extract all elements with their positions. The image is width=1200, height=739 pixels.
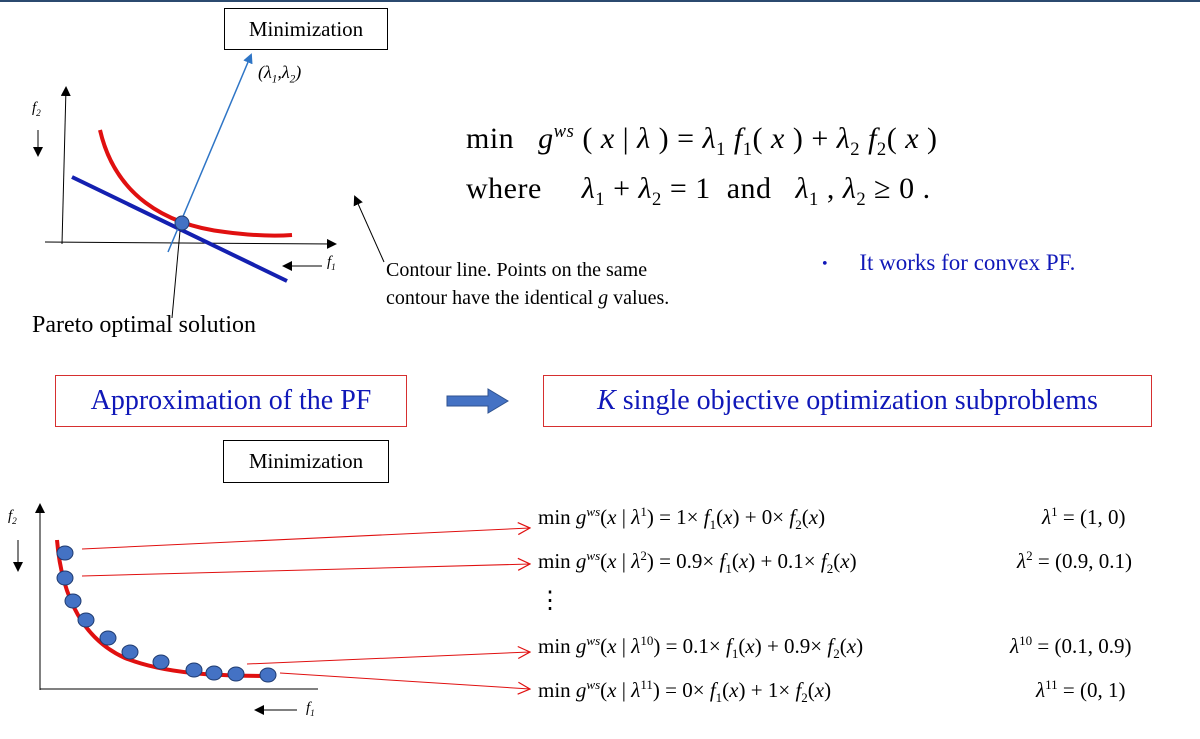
convex-pf-bullet: • It works for convex PF. bbox=[822, 250, 1075, 276]
top-y-axis bbox=[60, 86, 71, 245]
top-f2-label: f2 bbox=[32, 100, 41, 119]
pareto-pointer-line bbox=[171, 230, 181, 319]
pareto-point bbox=[56, 570, 74, 586]
contour-pointer-line bbox=[353, 195, 385, 263]
equation-row-2: min gws(x | λ2) = 0.9× f1(x) + 0.1× f2(x… bbox=[538, 548, 857, 577]
top-pareto-curve bbox=[98, 129, 293, 238]
pareto-point bbox=[227, 666, 245, 682]
pointer-line-1 bbox=[81, 528, 530, 550]
weight-row-2: λ2 = (0.9, 0.1) bbox=[1017, 548, 1132, 573]
pareto-point bbox=[64, 593, 82, 609]
weight-row-10: λ10 = (0.1, 0.9) bbox=[1010, 633, 1132, 658]
subproblems-box: K single objective optimization subprobl… bbox=[543, 375, 1152, 427]
pareto-point bbox=[205, 665, 223, 681]
top-weight-label: (λ1,λ2) bbox=[258, 62, 302, 86]
pointer-line-2 bbox=[81, 564, 530, 577]
top-border-line bbox=[0, 0, 1200, 2]
pareto-point bbox=[185, 662, 203, 678]
formula-line-2: where λ1 + λ2 = 1 and λ1 , λ2 ≥ 0 . bbox=[466, 172, 931, 210]
bullet-dot: • bbox=[822, 255, 828, 273]
big-right-arrow bbox=[446, 388, 509, 414]
pareto-point bbox=[121, 644, 139, 660]
weight-row-11: λ11 = (0, 1) bbox=[1036, 677, 1126, 702]
equation-row-1: min gws(x | λ1) = 1× f1(x) + 0× f2(x) bbox=[538, 504, 826, 533]
pareto-point bbox=[77, 612, 95, 628]
pareto-point bbox=[152, 654, 170, 670]
bullet-text: It works for convex PF. bbox=[859, 250, 1076, 275]
top-minimization-label: Minimization bbox=[224, 8, 388, 50]
pareto-point bbox=[259, 667, 277, 683]
formula-line-1: min gws ( x | λ ) = λ1 f1( x ) + λ2 f2( … bbox=[466, 121, 938, 160]
weight-row-1: λ1 = (1, 0) bbox=[1042, 504, 1126, 529]
equation-row-11: min gws(x | λ11) = 0× f1(x) + 1× f2(x) bbox=[538, 677, 832, 706]
equation-ellipsis: ⋮ bbox=[538, 588, 562, 614]
pareto-point bbox=[56, 545, 74, 561]
top-pareto-point bbox=[174, 215, 190, 231]
contour-description: Contour line. Points on the same contour… bbox=[386, 259, 670, 309]
bottom-f1-label: f1 bbox=[306, 700, 315, 719]
pareto-solution-label: Pareto optimal solution bbox=[32, 312, 256, 338]
approximation-box: Approximation of the PF bbox=[55, 375, 407, 427]
top-f1-label: f1 bbox=[327, 254, 336, 273]
pareto-point bbox=[99, 630, 117, 646]
equation-row-10: min gws(x | λ10) = 0.1× f1(x) + 0.9× f2(… bbox=[538, 633, 864, 662]
bottom-pareto-curve bbox=[55, 539, 276, 678]
top-x-axis bbox=[44, 238, 337, 249]
bottom-points bbox=[56, 545, 277, 683]
bottom-minimization-label: Minimization bbox=[223, 440, 389, 483]
bottom-f2-label: f2 bbox=[8, 508, 17, 527]
pointer-line-10 bbox=[246, 652, 530, 665]
pointer-line-11 bbox=[279, 672, 530, 689]
